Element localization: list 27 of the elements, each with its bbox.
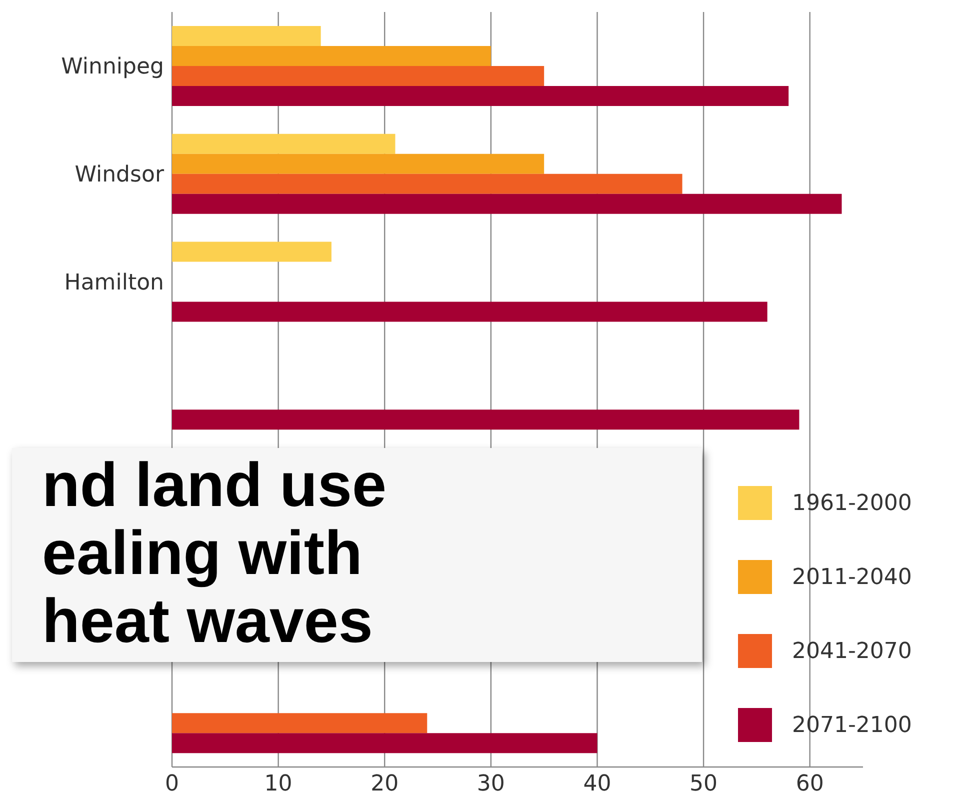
- banner: nd land use ealing with heat waves: [12, 448, 702, 662]
- annotation: heat waves: [42, 587, 374, 656]
- y-tick-label: Hamilton: [64, 270, 164, 296]
- bar: [172, 134, 396, 154]
- x-tick-label: 10: [264, 772, 292, 797]
- bar: [172, 410, 800, 430]
- bar: [172, 242, 332, 262]
- bar: [172, 733, 598, 754]
- bar: [172, 713, 428, 734]
- bar: [172, 46, 491, 66]
- annotation: ealing with: [42, 519, 364, 588]
- x-tick-label: 30: [476, 772, 505, 797]
- annotation: nd land use: [42, 451, 388, 520]
- y-tick-label: Winnipeg: [61, 54, 164, 80]
- x-tick-label: 50: [690, 772, 718, 797]
- bar: [172, 302, 768, 322]
- x-tick-label: 40: [583, 772, 612, 797]
- x-tick-label: 0: [165, 772, 179, 797]
- bar: [172, 86, 789, 106]
- bar: [172, 26, 321, 46]
- bar: [172, 174, 682, 194]
- y-tick-label: Windsor: [74, 162, 165, 188]
- bar: [172, 154, 544, 174]
- x-tick-label: 20: [370, 772, 399, 797]
- x-tick-label: 60: [796, 772, 824, 797]
- bar: [172, 66, 544, 86]
- bar: [172, 194, 842, 214]
